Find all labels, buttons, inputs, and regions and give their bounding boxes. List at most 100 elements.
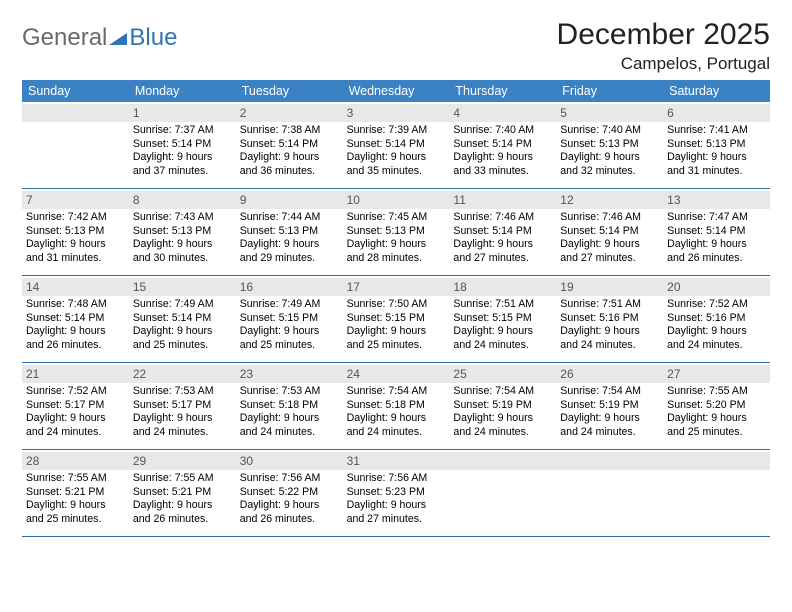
day-cell: 2 Sunrise: 7:38 AMSunset: 5:14 PMDaylight…	[236, 102, 343, 188]
day-number: 31	[343, 452, 450, 470]
dow-cell: Monday	[129, 80, 236, 102]
day-number: 1	[129, 104, 236, 122]
day-cell: 13 Sunrise: 7:47 AMSunset: 5:14 PMDayligh…	[663, 189, 770, 275]
day-info: Sunrise: 7:54 AMSunset: 5:18 PMDaylight:…	[347, 385, 446, 439]
day-number: 29	[129, 452, 236, 470]
day-cell: 28Sunrise: 7:55 AMSunset: 5:21 PMDayligh…	[22, 450, 129, 536]
day-cell	[663, 450, 770, 536]
day-info: Sunrise: 7:55 AMSunset: 5:21 PMDaylight:…	[133, 472, 232, 526]
day-number: 30	[236, 452, 343, 470]
dow-cell: Saturday	[663, 80, 770, 102]
calendar-page: General Blue December 2025 Campelos, Por…	[0, 0, 792, 537]
day-cell: 17 Sunrise: 7:50 AMSunset: 5:15 PMDayligh…	[343, 276, 450, 362]
day-cell: 19Sunrise: 7:51 AMSunset: 5:16 PMDayligh…	[556, 276, 663, 362]
day-number: 25	[449, 365, 556, 383]
dow-cell: Sunday	[22, 80, 129, 102]
day-info: Sunrise: 7:51 AMSunset: 5:16 PMDaylight:…	[560, 298, 659, 352]
empty-day-bar	[22, 104, 129, 122]
day-cell: 25 Sunrise: 7:54 AMSunset: 5:19 PMDayligh…	[449, 363, 556, 449]
day-number: 10	[343, 191, 450, 209]
day-number: 5	[556, 104, 663, 122]
day-info: Sunrise: 7:44 AMSunset: 5:13 PMDaylight:…	[240, 211, 339, 265]
day-cell: 14 Sunrise: 7:48 AMSunset: 5:14 PMDayligh…	[22, 276, 129, 362]
day-number: 22	[129, 365, 236, 383]
day-cell: 1 Sunrise: 7:37 AMSunset: 5:14 PMDaylight…	[129, 102, 236, 188]
day-info: Sunrise: 7:41 AMSunset: 5:13 PMDaylight:…	[667, 124, 766, 178]
day-info: Sunrise: 7:46 AMSunset: 5:14 PMDaylight:…	[453, 211, 552, 265]
day-number: 15	[129, 278, 236, 296]
day-number: 2	[236, 104, 343, 122]
day-cell: 10Sunrise: 7:45 AMSunset: 5:13 PMDayligh…	[343, 189, 450, 275]
day-cell	[22, 102, 129, 188]
day-cell: 8Sunrise: 7:43 AMSunset: 5:13 PMDaylight…	[129, 189, 236, 275]
empty-day-bar	[556, 452, 663, 470]
day-number: 18	[449, 278, 556, 296]
day-info: Sunrise: 7:49 AMSunset: 5:14 PMDaylight:…	[133, 298, 232, 352]
weeks-container: 1 Sunrise: 7:37 AMSunset: 5:14 PMDaylight…	[22, 102, 770, 537]
logo: General Blue	[22, 18, 177, 52]
day-cell: 22 Sunrise: 7:53 AMSunset: 5:17 PMDayligh…	[129, 363, 236, 449]
calendar: SundayMondayTuesdayWednesdayThursdayFrid…	[22, 80, 770, 537]
day-info: Sunrise: 7:37 AMSunset: 5:14 PMDaylight:…	[133, 124, 232, 178]
day-cell: 15 Sunrise: 7:49 AMSunset: 5:14 PMDayligh…	[129, 276, 236, 362]
day-number: 14	[22, 278, 129, 296]
empty-day-bar	[663, 452, 770, 470]
day-cell: 24Sunrise: 7:54 AMSunset: 5:18 PMDayligh…	[343, 363, 450, 449]
day-info: Sunrise: 7:42 AMSunset: 5:13 PMDaylight:…	[26, 211, 125, 265]
day-info: Sunrise: 7:50 AMSunset: 5:15 PMDaylight:…	[347, 298, 446, 352]
day-cell: 21 Sunrise: 7:52 AMSunset: 5:17 PMDayligh…	[22, 363, 129, 449]
day-info: Sunrise: 7:47 AMSunset: 5:14 PMDaylight:…	[667, 211, 766, 265]
day-number: 3	[343, 104, 450, 122]
day-info: Sunrise: 7:39 AMSunset: 5:14 PMDaylight:…	[347, 124, 446, 178]
day-cell: 29 Sunrise: 7:55 AMSunset: 5:21 PMDayligh…	[129, 450, 236, 536]
day-info: Sunrise: 7:55 AMSunset: 5:20 PMDaylight:…	[667, 385, 766, 439]
day-info: Sunrise: 7:53 AMSunset: 5:17 PMDaylight:…	[133, 385, 232, 439]
day-info: Sunrise: 7:54 AMSunset: 5:19 PMDaylight:…	[560, 385, 659, 439]
day-cell: 9 Sunrise: 7:44 AMSunset: 5:13 PMDaylight…	[236, 189, 343, 275]
day-info: Sunrise: 7:38 AMSunset: 5:14 PMDaylight:…	[240, 124, 339, 178]
day-info: Sunrise: 7:40 AMSunset: 5:13 PMDaylight:…	[560, 124, 659, 178]
day-cell: 18Sunrise: 7:51 AMSunset: 5:15 PMDayligh…	[449, 276, 556, 362]
week-row: 14 Sunrise: 7:48 AMSunset: 5:14 PMDayligh…	[22, 276, 770, 363]
day-cell: 5 Sunrise: 7:40 AMSunset: 5:13 PMDaylight…	[556, 102, 663, 188]
day-cell	[449, 450, 556, 536]
header: General Blue December 2025 Campelos, Por…	[22, 18, 770, 74]
day-info: Sunrise: 7:54 AMSunset: 5:19 PMDaylight:…	[453, 385, 552, 439]
day-number: 13	[663, 191, 770, 209]
day-info: Sunrise: 7:46 AMSunset: 5:14 PMDaylight:…	[560, 211, 659, 265]
day-cell	[556, 450, 663, 536]
day-cell: 20Sunrise: 7:52 AMSunset: 5:16 PMDayligh…	[663, 276, 770, 362]
day-number: 11	[449, 191, 556, 209]
month-title: December 2025	[557, 18, 770, 52]
day-number: 7	[22, 191, 129, 209]
logo-triangle-icon	[109, 31, 127, 45]
day-info: Sunrise: 7:55 AMSunset: 5:21 PMDaylight:…	[26, 472, 125, 526]
day-info: Sunrise: 7:56 AMSunset: 5:22 PMDaylight:…	[240, 472, 339, 526]
day-cell: 4Sunrise: 7:40 AMSunset: 5:14 PMDaylight…	[449, 102, 556, 188]
dow-cell: Wednesday	[343, 80, 450, 102]
day-number: 23	[236, 365, 343, 383]
day-number: 9	[236, 191, 343, 209]
empty-day-bar	[449, 452, 556, 470]
day-cell: 7 Sunrise: 7:42 AMSunset: 5:13 PMDaylight…	[22, 189, 129, 275]
day-number: 4	[449, 104, 556, 122]
dow-cell: Tuesday	[236, 80, 343, 102]
day-info: Sunrise: 7:43 AMSunset: 5:13 PMDaylight:…	[133, 211, 232, 265]
day-number: 17	[343, 278, 450, 296]
day-info: Sunrise: 7:52 AMSunset: 5:17 PMDaylight:…	[26, 385, 125, 439]
day-info: Sunrise: 7:48 AMSunset: 5:14 PMDaylight:…	[26, 298, 125, 352]
day-number: 21	[22, 365, 129, 383]
day-number: 16	[236, 278, 343, 296]
day-cell: 30 Sunrise: 7:56 AMSunset: 5:22 PMDayligh…	[236, 450, 343, 536]
week-row: 21 Sunrise: 7:52 AMSunset: 5:17 PMDayligh…	[22, 363, 770, 450]
title-block: December 2025 Campelos, Portugal	[557, 18, 770, 74]
week-row: 28Sunrise: 7:55 AMSunset: 5:21 PMDayligh…	[22, 450, 770, 537]
day-cell: 26Sunrise: 7:54 AMSunset: 5:19 PMDayligh…	[556, 363, 663, 449]
day-cell: 16Sunrise: 7:49 AMSunset: 5:15 PMDayligh…	[236, 276, 343, 362]
dow-cell: Friday	[556, 80, 663, 102]
day-number: 6	[663, 104, 770, 122]
day-cell: 6 Sunrise: 7:41 AMSunset: 5:13 PMDaylight…	[663, 102, 770, 188]
day-number: 27	[663, 365, 770, 383]
logo-text-general: General	[22, 24, 107, 52]
day-cell: 27 Sunrise: 7:55 AMSunset: 5:20 PMDayligh…	[663, 363, 770, 449]
